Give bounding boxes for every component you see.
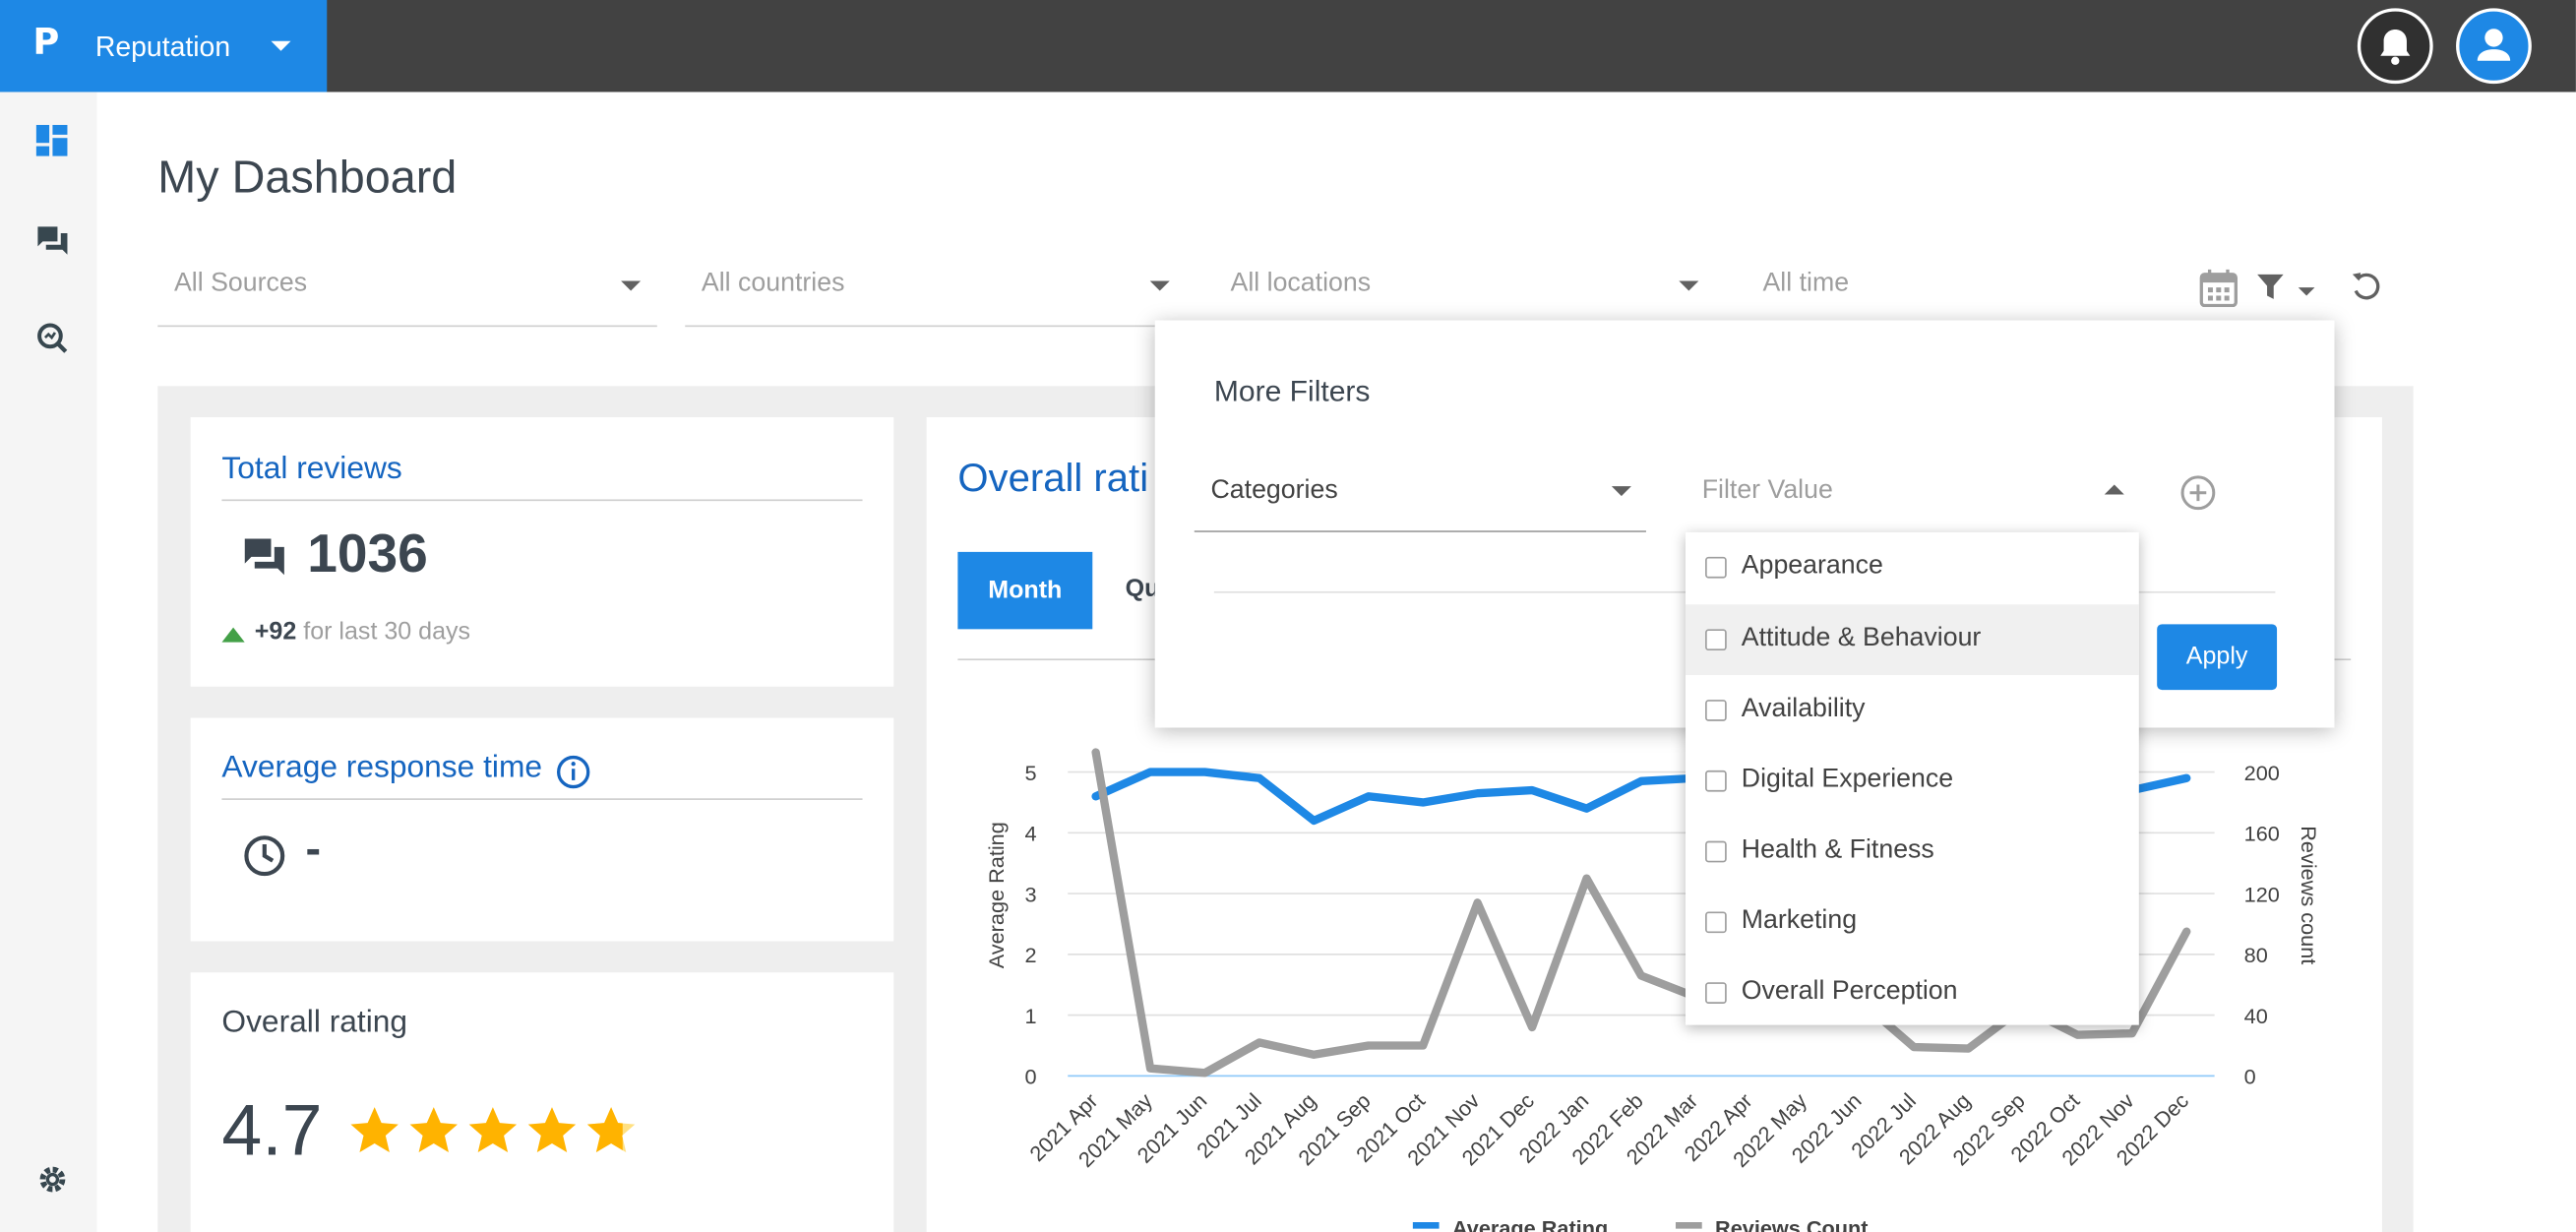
- legend-label: Reviews Count: [1715, 1215, 1868, 1232]
- dashboard-icon[interactable]: [35, 124, 69, 157]
- option-overall-perception[interactable]: Overall Perception: [1686, 957, 2139, 1028]
- option-marketing[interactable]: Marketing: [1686, 887, 2139, 957]
- checkbox[interactable]: [1705, 840, 1727, 863]
- response-time-card: Average response time -: [190, 717, 894, 942]
- option-attitude-behaviour[interactable]: Attitude & Behaviour: [1686, 604, 2139, 676]
- checkbox[interactable]: [1705, 556, 1727, 579]
- checkbox[interactable]: [1705, 982, 1727, 1004]
- clock-icon: [244, 835, 285, 877]
- app-name: Reputation: [94, 31, 231, 63]
- reviews-icon: [244, 538, 284, 576]
- total-reviews-value: 1036: [307, 522, 428, 584]
- tab-month[interactable]: Month: [957, 551, 1093, 630]
- y-tick-label: 3: [1024, 882, 1036, 906]
- overall-rating-value: 4.7: [221, 1090, 323, 1172]
- y2-tick-label: 120: [2244, 882, 2280, 906]
- settings-icon[interactable]: [37, 1165, 67, 1195]
- chevron-down-icon: [1611, 486, 1631, 497]
- option-digital-experience[interactable]: Digital Experience: [1686, 746, 2139, 817]
- info-icon[interactable]: [555, 754, 591, 790]
- user-icon: [2477, 29, 2511, 61]
- category-select-value: Categories: [1210, 476, 1338, 505]
- filter-icon: [2257, 274, 2284, 299]
- chevron-down-icon: [621, 280, 642, 291]
- category-select[interactable]: Categories: [1194, 462, 1646, 532]
- y2-axis-label: Reviews count: [2297, 826, 2321, 964]
- chevron-down-icon: [1149, 280, 1170, 291]
- y2-tick-label: 40: [2244, 1004, 2268, 1028]
- legend-label: Average Rating: [1452, 1215, 1608, 1232]
- response-time-title: Average response time: [221, 750, 543, 785]
- y-tick-label: 1: [1024, 1004, 1036, 1028]
- total-reviews-delta-suffix: for last 30 days: [303, 617, 471, 647]
- search-insights-icon[interactable]: [36, 322, 69, 354]
- tab-quarter[interactable]: Qu: [1125, 575, 1160, 603]
- page-title: My Dashboard: [157, 151, 458, 203]
- checkbox[interactable]: [1705, 911, 1727, 934]
- divider: [221, 499, 863, 502]
- add-filter-icon[interactable]: [2180, 474, 2217, 511]
- filter-value-placeholder: Filter Value: [1701, 476, 1833, 505]
- locations-filter-value: All locations: [1230, 269, 1372, 298]
- chevron-down-icon: [1679, 280, 1699, 291]
- y-tick-label: 0: [1024, 1065, 1036, 1089]
- y2-tick-label: 200: [2244, 761, 2280, 785]
- bell-icon: [2380, 30, 2411, 65]
- time-filter-value: All time: [1762, 269, 1850, 298]
- sources-filter[interactable]: All Sources: [157, 258, 657, 328]
- dialog-title: More Filters: [1213, 374, 1371, 407]
- checkbox[interactable]: [1705, 700, 1727, 721]
- notifications-button[interactable]: [2357, 8, 2433, 85]
- checkbox[interactable]: [1705, 770, 1727, 792]
- response-time-value: -: [305, 823, 322, 875]
- overall-rating-card: Overall rating 4.7: [190, 972, 894, 1232]
- total-reviews-card: Total reviews 1036 +92 for last 30 days: [190, 417, 894, 687]
- arrow-up-icon: [221, 627, 245, 643]
- sidebar: [0, 92, 97, 1232]
- total-reviews-title: Total reviews: [221, 452, 402, 487]
- reset-icon[interactable]: [2351, 271, 2382, 302]
- user-menu-button[interactable]: [2456, 8, 2532, 85]
- apply-button[interactable]: Apply: [2157, 624, 2278, 691]
- filter-value-select[interactable]: Filter Value: [1686, 462, 2139, 527]
- divider: [221, 798, 863, 800]
- calendar-icon[interactable]: [2199, 269, 2238, 308]
- y2-tick-label: 160: [2244, 822, 2280, 846]
- filter-value-options: Appearance Attitude & Behaviour Availabi…: [1686, 531, 2139, 1028]
- overall-rating-title: Overall rating: [221, 1005, 408, 1040]
- app-switcher[interactable]: P Reputation: [0, 0, 328, 92]
- chart-title: Overall rati: [957, 457, 1149, 502]
- reviews-icon[interactable]: [36, 225, 69, 258]
- option-health-fitness[interactable]: Health & Fitness: [1686, 817, 2139, 888]
- y2-tick-label: 0: [2244, 1065, 2256, 1089]
- y-tick-label: 4: [1024, 822, 1036, 846]
- y-tick-label: 5: [1024, 761, 1036, 785]
- countries-filter-value: All countries: [701, 269, 845, 298]
- y2-tick-label: 80: [2244, 943, 2268, 967]
- time-filter[interactable]: All time: [1747, 258, 2256, 327]
- top-bar: [0, 0, 2576, 92]
- sources-filter-value: All Sources: [173, 269, 308, 298]
- option-appearance[interactable]: Appearance: [1686, 532, 2139, 603]
- option-availability[interactable]: Availability: [1686, 675, 2139, 746]
- checkbox[interactable]: [1705, 629, 1727, 651]
- chevron-down-icon: [2298, 287, 2315, 296]
- countries-filter[interactable]: All countries: [685, 258, 1185, 328]
- app-logo: P: [32, 23, 60, 65]
- y-axis-label: Average Rating: [984, 822, 1009, 968]
- chevron-up-icon: [2104, 484, 2124, 495]
- total-reviews-delta: +92: [254, 617, 297, 647]
- more-filters-button[interactable]: [2257, 271, 2323, 307]
- y-tick-label: 2: [1024, 943, 1036, 967]
- chevron-down-icon: [271, 40, 291, 51]
